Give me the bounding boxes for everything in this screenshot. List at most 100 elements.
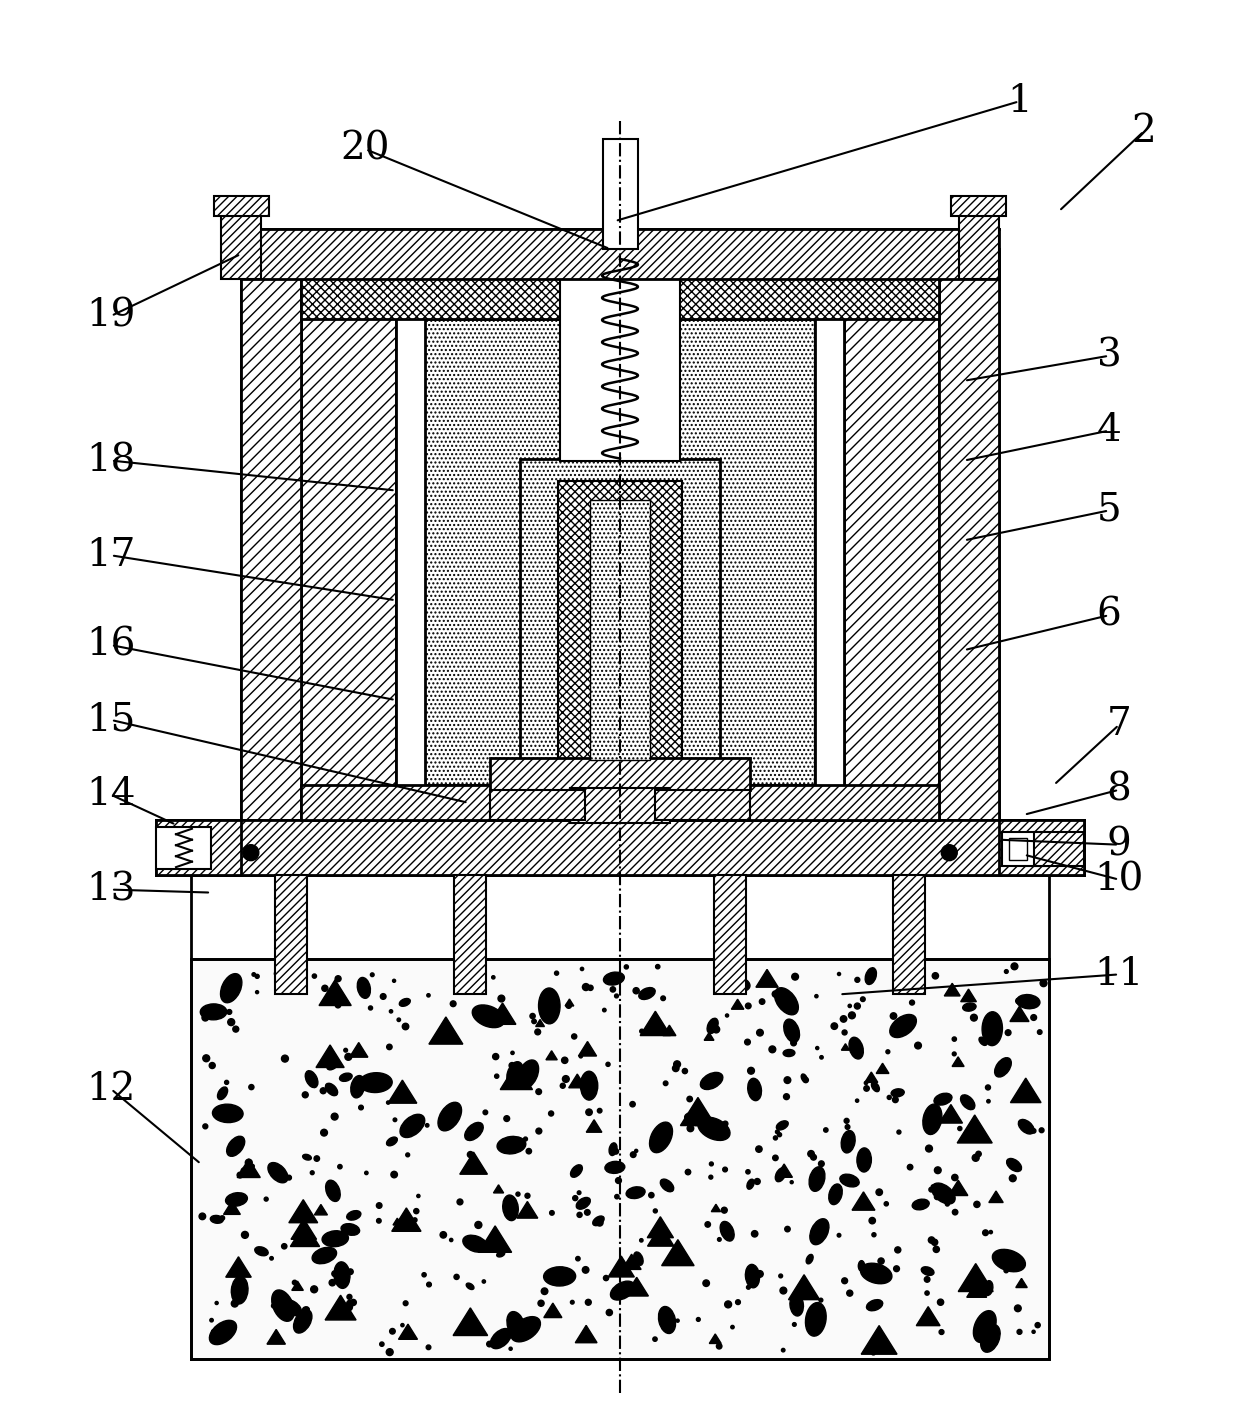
Circle shape xyxy=(525,1193,529,1198)
Ellipse shape xyxy=(201,1004,227,1019)
Polygon shape xyxy=(536,1019,544,1027)
Circle shape xyxy=(982,1230,988,1236)
Circle shape xyxy=(347,1227,351,1232)
Ellipse shape xyxy=(973,1311,996,1342)
Text: 12: 12 xyxy=(87,1070,136,1107)
Ellipse shape xyxy=(775,1168,786,1182)
Circle shape xyxy=(630,1152,636,1158)
Circle shape xyxy=(723,1167,728,1172)
Circle shape xyxy=(536,1128,542,1134)
Circle shape xyxy=(484,1110,487,1114)
Circle shape xyxy=(630,1102,635,1107)
Circle shape xyxy=(405,1152,409,1157)
Ellipse shape xyxy=(303,1154,311,1159)
Circle shape xyxy=(751,1230,758,1237)
Ellipse shape xyxy=(784,1049,795,1056)
Circle shape xyxy=(250,1164,254,1168)
Ellipse shape xyxy=(839,1174,859,1186)
Circle shape xyxy=(987,1100,991,1103)
Circle shape xyxy=(861,997,866,1001)
Circle shape xyxy=(929,1237,935,1243)
Ellipse shape xyxy=(490,1329,511,1349)
Polygon shape xyxy=(864,1072,878,1082)
Circle shape xyxy=(640,1029,644,1034)
Polygon shape xyxy=(223,1200,241,1215)
Circle shape xyxy=(572,1034,577,1039)
Polygon shape xyxy=(862,1325,897,1355)
Circle shape xyxy=(427,1345,430,1349)
Ellipse shape xyxy=(776,1121,789,1130)
Ellipse shape xyxy=(806,1302,826,1336)
Circle shape xyxy=(730,1325,734,1329)
Circle shape xyxy=(242,1232,248,1239)
Circle shape xyxy=(1006,1029,1011,1035)
Circle shape xyxy=(897,976,901,981)
Circle shape xyxy=(414,1209,419,1213)
Polygon shape xyxy=(587,1120,601,1133)
Circle shape xyxy=(869,1217,875,1225)
Polygon shape xyxy=(704,1032,714,1041)
Circle shape xyxy=(854,977,859,983)
Polygon shape xyxy=(569,1075,585,1087)
Circle shape xyxy=(320,1087,326,1094)
Circle shape xyxy=(450,1001,456,1007)
Circle shape xyxy=(1016,1254,1019,1258)
Ellipse shape xyxy=(961,1094,975,1110)
Polygon shape xyxy=(662,1240,694,1266)
Circle shape xyxy=(526,1148,532,1154)
Ellipse shape xyxy=(593,1216,604,1226)
Polygon shape xyxy=(517,1202,538,1217)
Circle shape xyxy=(614,1148,619,1154)
Circle shape xyxy=(957,1127,962,1131)
Circle shape xyxy=(780,1287,786,1294)
Circle shape xyxy=(706,1222,711,1227)
Bar xyxy=(815,279,844,820)
Polygon shape xyxy=(393,1219,402,1225)
Circle shape xyxy=(672,1065,680,1072)
Text: 16: 16 xyxy=(87,626,136,663)
Circle shape xyxy=(221,1216,224,1220)
Circle shape xyxy=(475,1222,482,1229)
Circle shape xyxy=(745,1169,750,1174)
Ellipse shape xyxy=(465,1123,484,1141)
Circle shape xyxy=(417,1195,420,1198)
Ellipse shape xyxy=(347,1210,361,1220)
Polygon shape xyxy=(622,1254,641,1270)
Circle shape xyxy=(615,994,619,998)
Polygon shape xyxy=(732,1000,744,1010)
Ellipse shape xyxy=(226,1192,248,1206)
Ellipse shape xyxy=(221,974,242,1003)
Circle shape xyxy=(304,1240,311,1246)
Ellipse shape xyxy=(517,1060,538,1089)
Circle shape xyxy=(952,1052,956,1056)
Ellipse shape xyxy=(994,1058,1012,1077)
Ellipse shape xyxy=(698,1117,730,1141)
Ellipse shape xyxy=(913,1199,929,1210)
Circle shape xyxy=(492,976,495,978)
Ellipse shape xyxy=(212,1104,243,1123)
Ellipse shape xyxy=(828,1184,842,1205)
Circle shape xyxy=(585,1299,591,1305)
Polygon shape xyxy=(756,970,779,987)
Circle shape xyxy=(401,1324,404,1326)
Polygon shape xyxy=(453,1308,487,1335)
Circle shape xyxy=(673,1249,680,1256)
Bar xyxy=(156,827,211,868)
Text: 6: 6 xyxy=(1096,597,1121,633)
Polygon shape xyxy=(647,1216,673,1237)
Circle shape xyxy=(379,1342,384,1346)
Circle shape xyxy=(578,1191,580,1195)
Polygon shape xyxy=(988,1191,1003,1202)
Ellipse shape xyxy=(858,1261,864,1271)
Circle shape xyxy=(890,1012,897,1019)
Circle shape xyxy=(454,1274,459,1280)
Ellipse shape xyxy=(944,1116,951,1121)
Polygon shape xyxy=(578,1042,596,1056)
Circle shape xyxy=(754,1178,760,1185)
Ellipse shape xyxy=(605,1161,625,1174)
Circle shape xyxy=(773,991,779,997)
Polygon shape xyxy=(291,1281,304,1291)
Polygon shape xyxy=(877,1063,889,1073)
Polygon shape xyxy=(1011,1077,1042,1103)
Circle shape xyxy=(458,1199,463,1205)
